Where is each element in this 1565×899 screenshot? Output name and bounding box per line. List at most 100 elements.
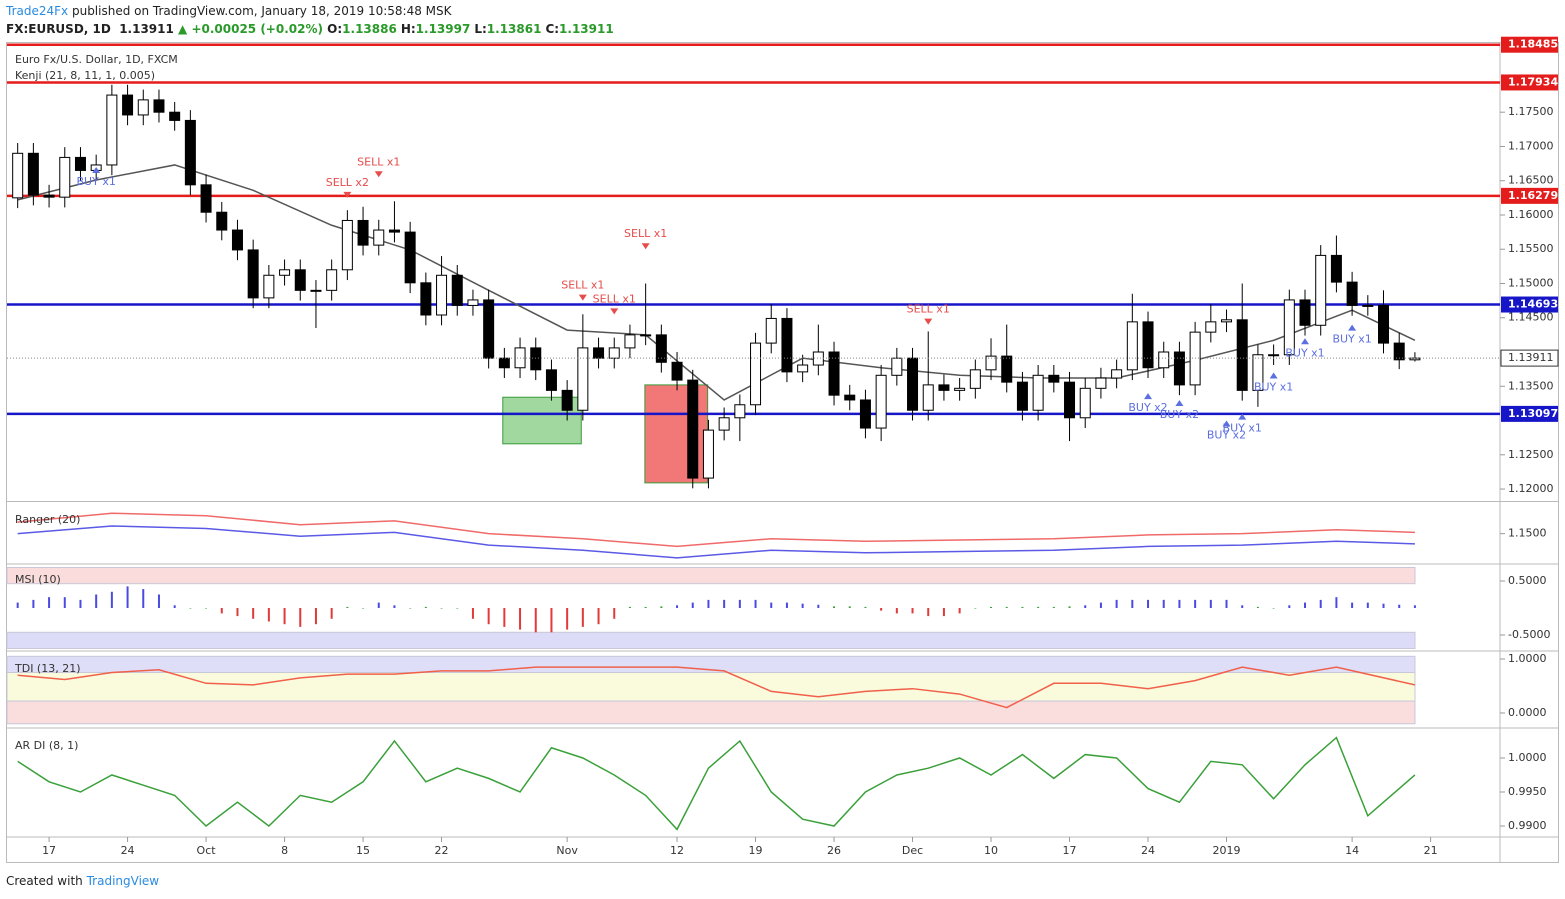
histogram-bar — [1335, 597, 1338, 608]
candle-body — [184, 119, 196, 186]
histogram-bar — [628, 606, 631, 608]
x-tick-label: 14 — [1345, 844, 1359, 857]
histogram-bar — [1225, 599, 1228, 608]
level-label: 1.14693 — [1508, 298, 1558, 311]
candle-body — [1016, 381, 1028, 411]
y-tick-label: 1.16500 — [1508, 174, 1554, 187]
histogram-bar — [676, 605, 679, 608]
candle-body — [1362, 304, 1374, 307]
candle-body — [1330, 254, 1342, 283]
histogram-bar — [1272, 607, 1275, 609]
candle-body — [247, 249, 259, 299]
candle-body — [59, 156, 71, 198]
histogram-bar — [566, 607, 569, 630]
x-tick-label: Dec — [902, 844, 923, 857]
y-tick-label: 0.5000 — [1508, 574, 1547, 587]
histogram-bar — [48, 597, 51, 608]
signal-arrow — [1175, 399, 1184, 406]
ohlc-key: H: — [400, 22, 416, 36]
candle-body — [153, 99, 165, 113]
level-label: 1.17934 — [1508, 75, 1558, 88]
signal-arrow — [1269, 372, 1278, 379]
candle-body — [702, 429, 714, 479]
x-tick-label: 10 — [984, 844, 998, 857]
candle-body — [357, 219, 369, 246]
candle-body — [1205, 321, 1217, 333]
candle-body — [373, 229, 385, 246]
y-tick-label: 1.15000 — [1508, 276, 1554, 289]
level-tag — [1501, 74, 1558, 91]
candle-body — [593, 347, 605, 359]
histogram-bar — [487, 607, 490, 625]
candle-body — [624, 334, 636, 349]
histogram-bar — [236, 607, 239, 617]
histogram-bar — [16, 602, 19, 608]
candle-body — [263, 274, 275, 299]
brand[interactable]: Trade24Fx — [6, 4, 69, 18]
histogram-bar — [299, 607, 302, 627]
candle-body — [1079, 387, 1091, 419]
candle-body — [985, 355, 997, 371]
indicator-line — [17, 525, 1415, 559]
histogram-bar — [1319, 599, 1322, 608]
y-tick-label: 1.16000 — [1508, 208, 1554, 221]
quote-line: FX:EURUSD, 1D 1.13911 ▲ +0.00025 (+0.02%… — [6, 22, 618, 36]
candle-body — [1315, 254, 1327, 326]
histogram-bar — [1005, 606, 1008, 608]
histogram-bar — [1021, 606, 1024, 608]
candle-body — [765, 317, 777, 344]
candle-body — [561, 389, 573, 411]
candle-body — [891, 357, 903, 376]
histogram-bar — [393, 605, 396, 608]
candle-body — [1001, 355, 1013, 383]
created: Created with — [6, 874, 83, 888]
histogram-bar — [534, 607, 537, 633]
level-label: 1.18485 — [1508, 38, 1558, 51]
x-tick-label: 19 — [749, 844, 763, 857]
histogram-bar — [157, 594, 160, 608]
ohlc-key: L: — [474, 22, 487, 36]
candle-body — [1378, 304, 1390, 344]
signal-label: SELL x1 — [593, 292, 636, 305]
candle-body — [1299, 299, 1311, 326]
candle-body — [954, 387, 966, 391]
histogram-bar — [456, 607, 459, 609]
histogram-bar — [1351, 602, 1354, 608]
signal-label: BUY x1 — [1285, 346, 1324, 359]
histogram-bar — [252, 607, 255, 619]
histogram-bar — [581, 607, 584, 627]
histogram-bar — [424, 606, 427, 608]
histogram-bar — [1084, 605, 1087, 608]
x-tick-label: 22 — [435, 844, 449, 857]
histogram-bar — [503, 607, 506, 627]
candle-body — [687, 379, 699, 479]
ohlc-key: C: — [545, 22, 560, 36]
histogram-bar — [691, 602, 694, 608]
footer-brand[interactable]: TradingView — [86, 874, 160, 888]
candle-body — [1173, 351, 1185, 386]
candle-body — [1126, 321, 1138, 371]
signal-arrow — [1222, 420, 1231, 427]
signal-arrow — [92, 167, 101, 174]
candle-body — [1283, 299, 1295, 356]
candle-body — [43, 194, 55, 198]
histogram-bar — [942, 607, 945, 617]
y-tick-label: 0.9950 — [1508, 785, 1547, 798]
histogram-bar — [1115, 599, 1118, 608]
candle-body — [294, 269, 306, 291]
histogram-bar — [817, 604, 820, 608]
histogram-bar — [754, 599, 757, 608]
candle-body — [1032, 374, 1044, 411]
ohlc-value: 1.13911 — [559, 22, 614, 36]
histogram-bar — [32, 599, 35, 608]
histogram-bar — [990, 606, 993, 608]
x-tick-label: 24 — [121, 844, 135, 857]
candle-body — [1142, 321, 1154, 369]
signal-arrow — [641, 243, 650, 250]
band — [6, 672, 1416, 702]
histogram-bar — [519, 607, 522, 630]
histogram-bar — [95, 594, 98, 608]
pane-title: MSI (10) — [15, 573, 61, 586]
histogram-bar — [644, 606, 647, 608]
x-tick-label: 8 — [281, 844, 288, 857]
